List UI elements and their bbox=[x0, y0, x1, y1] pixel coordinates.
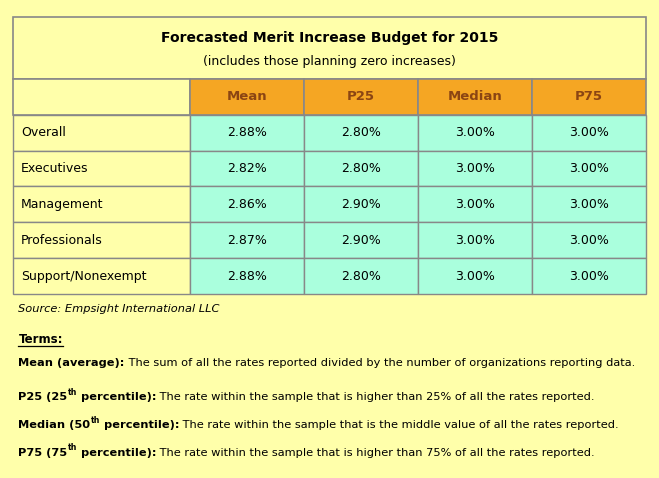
Text: 2.90%: 2.90% bbox=[341, 234, 381, 247]
Text: 3.00%: 3.00% bbox=[569, 198, 609, 211]
Text: (includes those planning zero increases): (includes those planning zero increases) bbox=[203, 55, 456, 68]
Text: P25 (25: P25 (25 bbox=[18, 392, 68, 402]
Bar bbox=[190, 115, 304, 151]
Bar bbox=[418, 186, 532, 222]
Text: 2.90%: 2.90% bbox=[341, 198, 381, 211]
Bar bbox=[304, 258, 418, 294]
Text: The sum of all the rates reported divided by the number of organizations reporti: The sum of all the rates reported divide… bbox=[125, 358, 635, 368]
Text: Mean (average):: Mean (average): bbox=[18, 358, 125, 368]
Text: 3.00%: 3.00% bbox=[455, 162, 495, 175]
Bar bbox=[304, 115, 418, 151]
Text: 2.80%: 2.80% bbox=[341, 126, 381, 139]
Bar bbox=[304, 151, 418, 186]
Bar bbox=[190, 151, 304, 186]
Text: Executives: Executives bbox=[21, 162, 88, 175]
Bar bbox=[13, 151, 190, 186]
Text: Median: Median bbox=[447, 90, 502, 103]
Text: 2.88%: 2.88% bbox=[227, 126, 267, 139]
Text: 3.00%: 3.00% bbox=[569, 162, 609, 175]
Bar bbox=[190, 258, 304, 294]
Text: percentile):: percentile): bbox=[100, 420, 179, 430]
Bar bbox=[13, 222, 190, 258]
Bar bbox=[304, 186, 418, 222]
Text: Management: Management bbox=[21, 198, 103, 211]
Text: percentile):: percentile): bbox=[77, 392, 156, 402]
Text: The rate within the sample that is higher than 25% of all the rates reported.: The rate within the sample that is highe… bbox=[156, 392, 595, 402]
Text: 2.88%: 2.88% bbox=[227, 270, 267, 282]
Bar bbox=[418, 151, 532, 186]
Bar bbox=[13, 186, 190, 222]
Text: 2.87%: 2.87% bbox=[227, 234, 267, 247]
Text: th: th bbox=[68, 444, 77, 452]
Bar bbox=[304, 222, 418, 258]
Bar bbox=[532, 151, 646, 186]
Bar bbox=[532, 258, 646, 294]
Bar bbox=[190, 79, 304, 115]
Bar bbox=[190, 222, 304, 258]
Text: th: th bbox=[68, 388, 77, 397]
Bar bbox=[190, 186, 304, 222]
Text: Forecasted Merit Increase Budget for 2015: Forecasted Merit Increase Budget for 201… bbox=[161, 32, 498, 45]
Text: Professionals: Professionals bbox=[21, 234, 103, 247]
Text: 2.86%: 2.86% bbox=[227, 198, 267, 211]
Text: percentile):: percentile): bbox=[77, 448, 156, 458]
Text: P25: P25 bbox=[347, 90, 375, 103]
Text: 3.00%: 3.00% bbox=[569, 234, 609, 247]
Bar bbox=[13, 115, 190, 151]
Text: The rate within the sample that is the middle value of all the rates reported.: The rate within the sample that is the m… bbox=[179, 420, 619, 430]
Bar bbox=[418, 115, 532, 151]
Text: 3.00%: 3.00% bbox=[455, 270, 495, 282]
Text: Terms:: Terms: bbox=[0, 477, 1, 478]
Text: th: th bbox=[90, 416, 100, 424]
Text: 3.00%: 3.00% bbox=[455, 234, 495, 247]
Text: P75: P75 bbox=[575, 90, 603, 103]
Bar bbox=[304, 79, 418, 115]
Text: 3.00%: 3.00% bbox=[455, 198, 495, 211]
Text: Source: Empsight International LLC: Source: Empsight International LLC bbox=[18, 304, 220, 315]
Text: P75 (75: P75 (75 bbox=[18, 448, 68, 458]
Text: 3.00%: 3.00% bbox=[569, 126, 609, 139]
Bar bbox=[418, 79, 532, 115]
Bar bbox=[418, 258, 532, 294]
Text: 3.00%: 3.00% bbox=[455, 126, 495, 139]
Bar bbox=[532, 222, 646, 258]
Bar bbox=[532, 79, 646, 115]
Text: 2.82%: 2.82% bbox=[227, 162, 267, 175]
Text: Terms:: Terms: bbox=[18, 333, 63, 346]
Bar bbox=[13, 17, 646, 79]
Text: Overall: Overall bbox=[21, 126, 66, 139]
Bar bbox=[532, 115, 646, 151]
Bar bbox=[13, 258, 190, 294]
Text: The rate within the sample that is higher than 75% of all the rates reported.: The rate within the sample that is highe… bbox=[156, 448, 595, 458]
Text: 2.80%: 2.80% bbox=[341, 270, 381, 282]
Text: 2.80%: 2.80% bbox=[341, 162, 381, 175]
Bar bbox=[13, 79, 190, 115]
Text: Mean: Mean bbox=[227, 90, 268, 103]
Text: Median (50: Median (50 bbox=[18, 420, 90, 430]
Text: Support/Nonexempt: Support/Nonexempt bbox=[21, 270, 146, 282]
Text: Terms:: Terms: bbox=[0, 477, 1, 478]
Bar bbox=[532, 186, 646, 222]
Text: 3.00%: 3.00% bbox=[569, 270, 609, 282]
Bar bbox=[418, 222, 532, 258]
